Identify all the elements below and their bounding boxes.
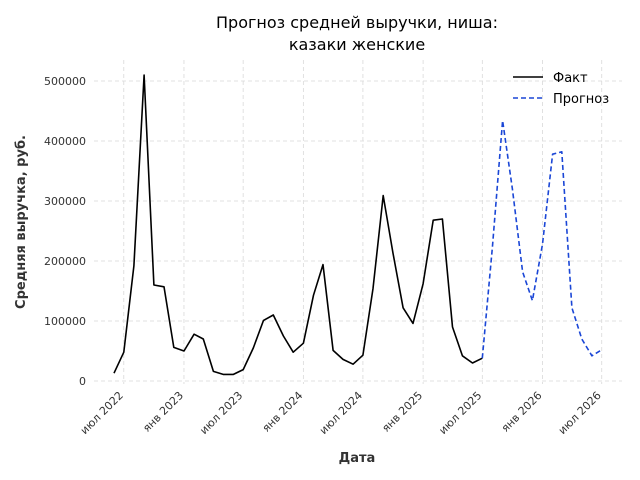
y-axis-label: Средняя выручка, руб. xyxy=(14,135,29,309)
legend-label-fact: Факт xyxy=(553,71,588,86)
y-tick-label: 100000 xyxy=(44,315,86,328)
y-axis-ticks: 0 100000 200000 300000 400000 500000 xyxy=(44,75,86,388)
x-tick-label: июл 2023 xyxy=(197,389,245,437)
x-tick-label: июл 2025 xyxy=(436,389,484,437)
x-tick-label: июл 2024 xyxy=(317,389,365,437)
grid xyxy=(94,60,622,384)
x-tick-label: янв 2023 xyxy=(140,389,186,435)
series-layer xyxy=(113,74,603,376)
x-axis-label: Дата xyxy=(339,451,376,466)
series-line-forecast xyxy=(481,119,603,359)
x-tick-label: янв 2025 xyxy=(379,389,425,435)
legend: Факт Прогноз xyxy=(513,71,609,107)
series-line-fact xyxy=(113,74,483,376)
x-tick-label: янв 2026 xyxy=(499,389,545,435)
chart-title-line-2: казаки женские xyxy=(289,35,425,54)
chart-title-line-1: Прогноз средней выручки, ниша: xyxy=(216,13,498,32)
legend-label-forecast: Прогноз xyxy=(553,92,609,107)
x-tick-label: янв 2024 xyxy=(260,389,306,435)
y-tick-label: 0 xyxy=(79,375,86,388)
x-tick-label: июл 2026 xyxy=(556,389,604,437)
y-tick-label: 400000 xyxy=(44,135,86,148)
x-tick-label: июл 2022 xyxy=(78,389,126,437)
x-axis-ticks: июл 2022 янв 2023 июл 2023 янв 2024 июл 2024… xyxy=(78,389,604,437)
y-tick-label: 500000 xyxy=(44,75,86,88)
y-tick-label: 300000 xyxy=(44,195,86,208)
y-tick-label: 200000 xyxy=(44,255,86,268)
